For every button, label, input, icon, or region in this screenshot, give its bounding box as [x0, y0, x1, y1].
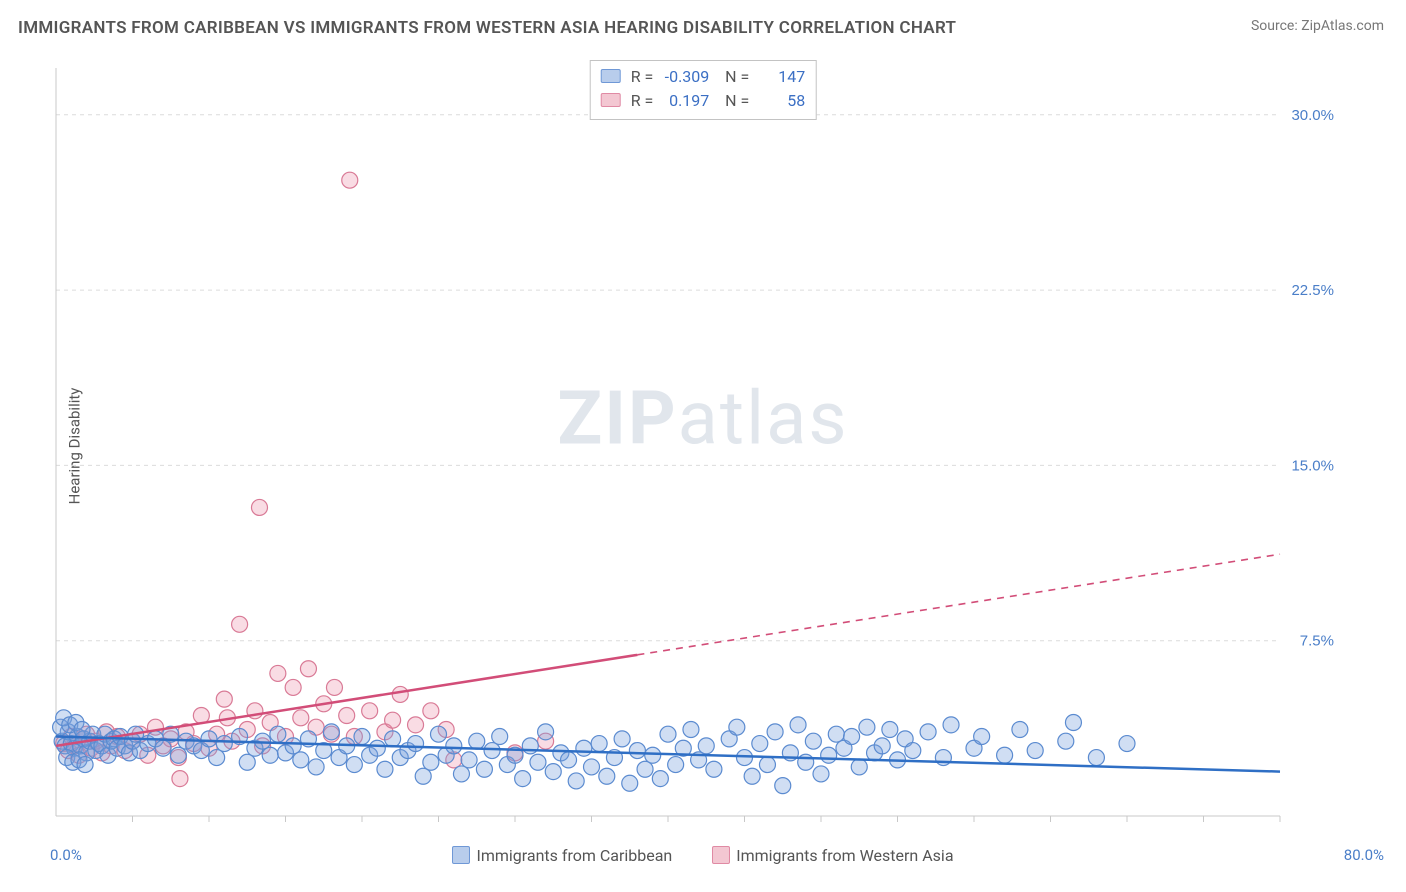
svg-text:22.5%: 22.5%: [1291, 282, 1334, 299]
source-attribution: Source: ZipAtlas.com: [1251, 18, 1384, 34]
bottom-legend: Immigrants from Caribbean Immigrants fro…: [0, 846, 1406, 865]
series1-swatch-icon: [452, 846, 470, 864]
series1-r-value: -0.309: [657, 65, 709, 89]
series2-n-value: 58: [753, 89, 805, 113]
svg-text:15.0%: 15.0%: [1291, 457, 1334, 474]
scatter-plot: 7.5% 15.0% 22.5% 30.0%: [50, 60, 1340, 830]
svg-text:30.0%: 30.0%: [1291, 107, 1334, 124]
chart-title: IMMIGRANTS FROM CARIBBEAN VS IMMIGRANTS …: [18, 18, 956, 38]
series1-legend-label: Immigrants from Caribbean: [476, 846, 672, 865]
svg-text:7.5%: 7.5%: [1300, 633, 1334, 650]
legend-item-series1: Immigrants from Caribbean: [452, 846, 672, 865]
series2-legend-label: Immigrants from Western Asia: [736, 846, 953, 865]
stats-row-series1: R = -0.309 N = 147: [601, 65, 806, 89]
series2-swatch-icon: [601, 93, 621, 107]
r-label: R =: [631, 65, 654, 89]
series1-swatch-icon: [601, 69, 621, 83]
source-name: ZipAtlas.com: [1301, 18, 1384, 34]
r-label: R =: [631, 89, 654, 113]
series2-swatch-icon: [712, 846, 730, 864]
stats-legend: R = -0.309 N = 147 R = 0.197 N = 58: [590, 60, 817, 120]
legend-item-series2: Immigrants from Western Asia: [712, 846, 953, 865]
n-label: N =: [725, 89, 749, 113]
series1-n-value: 147: [753, 65, 805, 89]
series2-r-value: 0.197: [657, 89, 709, 113]
stats-row-series2: R = 0.197 N = 58: [601, 89, 806, 113]
n-label: N =: [725, 65, 749, 89]
source-prefix: Source:: [1251, 18, 1301, 34]
chart-container: IMMIGRANTS FROM CARIBBEAN VS IMMIGRANTS …: [0, 0, 1406, 892]
